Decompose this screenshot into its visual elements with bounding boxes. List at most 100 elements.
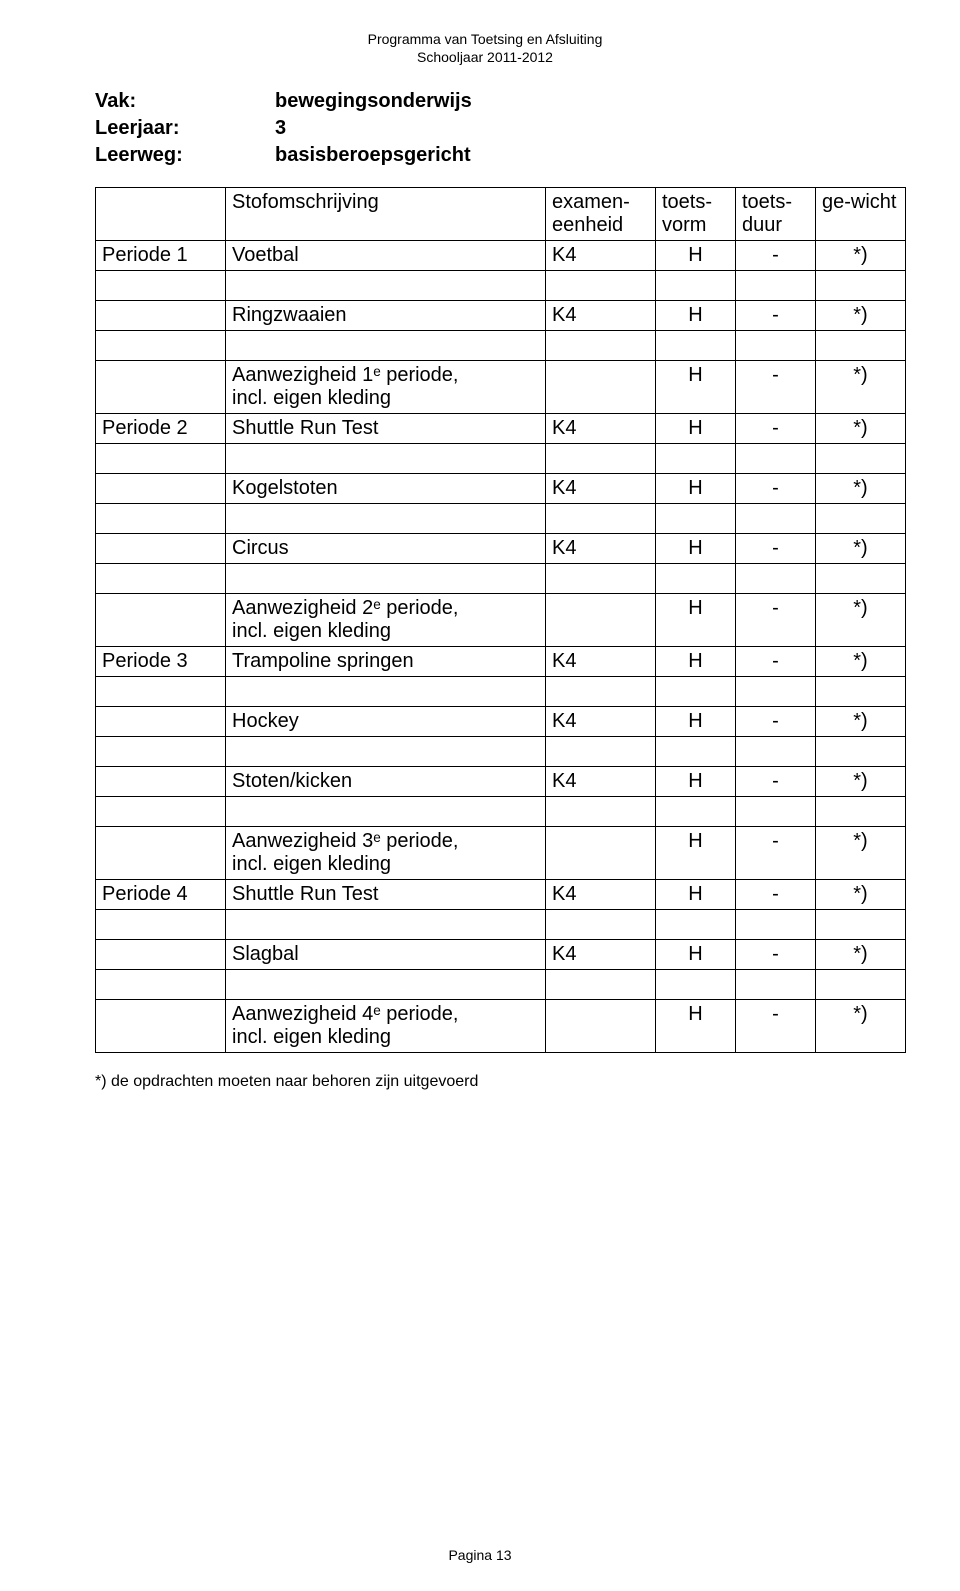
blank-cell [816, 331, 906, 361]
cell-exam: K4 [546, 414, 656, 444]
cell-exam: K4 [546, 301, 656, 331]
blank-cell [656, 271, 736, 301]
blank-cell [736, 797, 816, 827]
cell-weight: *) [816, 594, 906, 647]
cell-exam: K4 [546, 534, 656, 564]
cell-period [96, 534, 226, 564]
table-row [96, 797, 906, 827]
blank-cell [816, 504, 906, 534]
col-desc: Stofomschrijving [226, 188, 546, 241]
blank-cell [736, 564, 816, 594]
cell-weight: *) [816, 534, 906, 564]
desc-line1: Aanwezigheid 4ᵉ periode, [232, 1003, 539, 1026]
doc-header: Programma van Toetsing en Afsluiting Sch… [95, 30, 875, 66]
cell-period [96, 827, 226, 880]
cell-form: H [656, 241, 736, 271]
cell-dur: - [736, 301, 816, 331]
cell-form: H [656, 594, 736, 647]
page-footer: Pagina 13 [0, 1547, 960, 1563]
blank-cell [546, 331, 656, 361]
blank-cell [226, 504, 546, 534]
blank-cell [96, 331, 226, 361]
cell-exam: K4 [546, 241, 656, 271]
desc-line1: Aanwezigheid 2ᵉ periode, [232, 597, 539, 620]
blank-cell [96, 970, 226, 1000]
cell-dur: - [736, 647, 816, 677]
cell-desc: Aanwezigheid 3ᵉ periode,incl. eigen kled… [226, 827, 546, 880]
cell-period [96, 361, 226, 414]
cell-weight: *) [816, 707, 906, 737]
footnote: *) de opdrachten moeten naar behoren zij… [95, 1073, 875, 1091]
cell-form: H [656, 361, 736, 414]
doc-header-line2: Schooljaar 2011-2012 [95, 48, 875, 66]
cell-exam [546, 594, 656, 647]
blank-cell [96, 271, 226, 301]
table-body: Periode 1VoetbalK4H-*) RingzwaaienK4H-*)… [96, 241, 906, 1053]
cell-form: H [656, 414, 736, 444]
cell-period: Periode 4 [96, 880, 226, 910]
cell-exam [546, 827, 656, 880]
cell-period [96, 1000, 226, 1053]
blank-cell [546, 504, 656, 534]
blank-cell [736, 331, 816, 361]
blank-cell [656, 677, 736, 707]
table-row: HockeyK4H-*) [96, 707, 906, 737]
cell-form: H [656, 534, 736, 564]
cell-form: H [656, 301, 736, 331]
desc-line2: incl. eigen kleding [232, 620, 539, 643]
blank-cell [816, 970, 906, 1000]
table-row [96, 564, 906, 594]
blank-cell [656, 564, 736, 594]
meta-leerjaar-label: Leerjaar: [95, 115, 275, 142]
page: Programma van Toetsing en Afsluiting Sch… [0, 0, 960, 1591]
table-row: Periode 2Shuttle Run TestK4H-*) [96, 414, 906, 444]
blank-cell [546, 797, 656, 827]
table-row: Stoten/kickenK4H-*) [96, 767, 906, 797]
blank-cell [656, 797, 736, 827]
cell-dur: - [736, 474, 816, 504]
blank-cell [226, 444, 546, 474]
desc-line1: Aanwezigheid 3ᵉ periode, [232, 830, 539, 853]
desc-line2: incl. eigen kleding [232, 853, 539, 876]
cell-dur: - [736, 534, 816, 564]
cell-desc: Hockey [226, 707, 546, 737]
table-row [96, 677, 906, 707]
blank-cell [656, 970, 736, 1000]
blank-cell [96, 797, 226, 827]
cell-period [96, 301, 226, 331]
cell-form: H [656, 880, 736, 910]
cell-period [96, 594, 226, 647]
blank-cell [96, 504, 226, 534]
assessment-table: Stofomschrijving examen-eenheid toets-vo… [95, 187, 906, 1053]
table-header-row: Stofomschrijving examen-eenheid toets-vo… [96, 188, 906, 241]
cell-desc: Shuttle Run Test [226, 880, 546, 910]
cell-form: H [656, 1000, 736, 1053]
blank-cell [546, 737, 656, 767]
cell-form: H [656, 707, 736, 737]
blank-cell [816, 677, 906, 707]
blank-cell [96, 677, 226, 707]
blank-cell [546, 564, 656, 594]
blank-cell [656, 910, 736, 940]
table-row [96, 910, 906, 940]
meta-leerweg-label: Leerweg: [95, 142, 275, 169]
table-row: Aanwezigheid 1ᵉ periode,incl. eigen kled… [96, 361, 906, 414]
desc-line2: incl. eigen kleding [232, 387, 539, 410]
table-row: Aanwezigheid 2ᵉ periode,incl. eigen kled… [96, 594, 906, 647]
table-row: SlagbalK4H-*) [96, 940, 906, 970]
table-row [96, 504, 906, 534]
blank-cell [736, 970, 816, 1000]
meta-row-leerweg: Leerweg: basisberoepsgericht [95, 142, 875, 169]
blank-cell [546, 271, 656, 301]
cell-weight: *) [816, 767, 906, 797]
blank-cell [226, 677, 546, 707]
cell-period: Periode 2 [96, 414, 226, 444]
cell-weight: *) [816, 414, 906, 444]
cell-exam: K4 [546, 767, 656, 797]
col-period [96, 188, 226, 241]
doc-header-line1: Programma van Toetsing en Afsluiting [95, 30, 875, 48]
cell-desc: Stoten/kicken [226, 767, 546, 797]
cell-dur: - [736, 707, 816, 737]
blank-cell [656, 737, 736, 767]
col-dur: toets-duur [736, 188, 816, 241]
